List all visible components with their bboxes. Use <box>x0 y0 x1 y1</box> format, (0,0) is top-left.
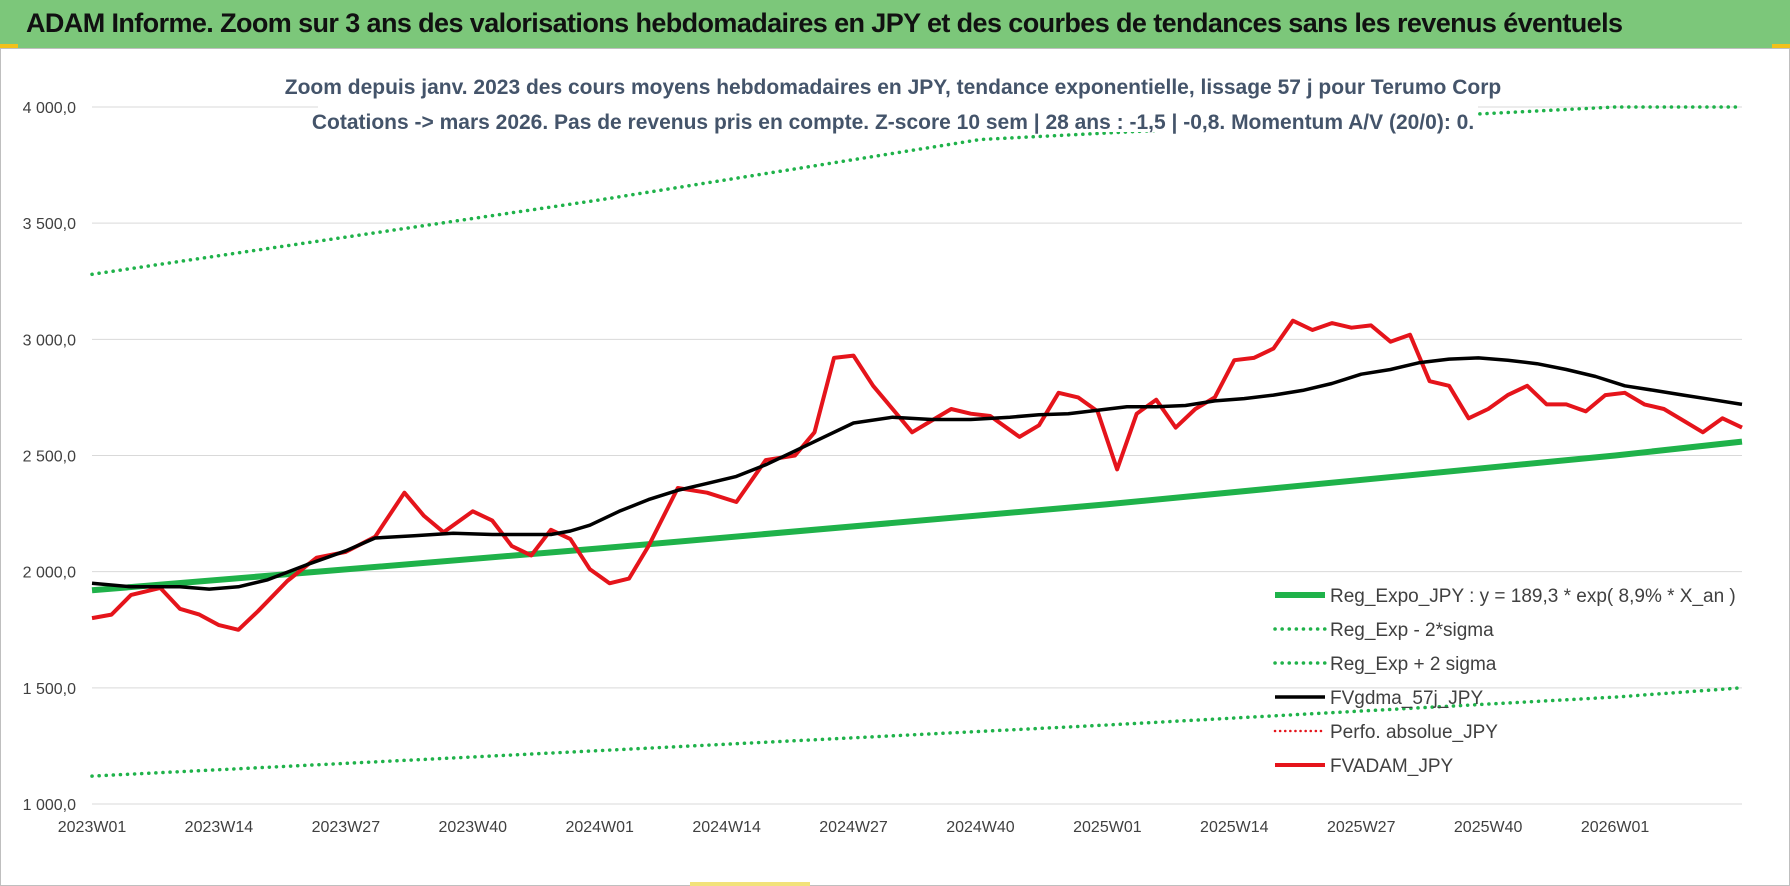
legend: Reg_Expo_JPY : y = 189,3 * exp( 8,9% * X… <box>1273 586 1736 777</box>
x-tick-label: 2026W01 <box>1581 819 1650 836</box>
y-tick-label: 1 500,0 <box>23 681 76 698</box>
series-dotted <box>90 105 1744 277</box>
report-title: ADAM Informe. Zoom sur 3 ans des valoris… <box>26 8 1623 38</box>
legend-label: FVADAM_JPY <box>1330 756 1454 777</box>
series-solid-thick <box>91 438 1743 594</box>
x-tick-label: 2025W27 <box>1327 819 1396 836</box>
y-tick-label: 1 000,0 <box>23 797 76 814</box>
header-accent-right <box>1772 44 1790 48</box>
series-solid-red <box>91 318 1743 632</box>
y-tick-label: 4 000,0 <box>23 100 76 117</box>
x-tick-label: 2025W14 <box>1200 819 1269 836</box>
x-tick-label: 2024W01 <box>565 819 634 836</box>
series-solid-black <box>91 356 1743 591</box>
report-header: ADAM Informe. Zoom sur 3 ans des valoris… <box>0 0 1790 49</box>
y-tick-label: 2 500,0 <box>23 449 76 466</box>
x-axis-ticks: 2023W01 2023W14 2023W27 2023W40 2024W01 2024W… <box>58 819 1650 836</box>
chart-title-line2: Cotations -> mars 2026. Pas de revenus p… <box>312 111 1474 134</box>
x-tick-label: 2023W27 <box>312 819 381 836</box>
chart-title-line1: Zoom depuis janv. 2023 des cours moyens … <box>285 76 1501 99</box>
legend-label: Reg_Exp - 2*sigma <box>1330 620 1494 641</box>
x-tick-label: 2023W14 <box>185 819 254 836</box>
y-axis-ticks: 1 000,0 1 500,0 2 000,0 2 500,0 3 000,0 3 500… <box>23 100 76 814</box>
header-accent-left <box>0 44 18 48</box>
x-tick-label: 2024W27 <box>819 819 888 836</box>
legend-label: Reg_Expo_JPY : y = 189,3 * exp( 8,9% * X… <box>1330 586 1736 607</box>
series-layer <box>90 105 1744 778</box>
subtitle-backdrop <box>318 70 1478 132</box>
series-dotted <box>90 686 1744 778</box>
x-tick-label: 2023W40 <box>439 819 508 836</box>
legend-label: Perfo. absolue_JPY <box>1330 722 1498 743</box>
legend-label: FVgdma_57j_JPY <box>1330 688 1483 709</box>
x-tick-label: 2025W40 <box>1454 819 1523 836</box>
x-tick-label: 2024W14 <box>692 819 761 836</box>
x-tick-label: 2023W01 <box>58 819 127 836</box>
legend-label: Reg_Exp + 2 sigma <box>1330 654 1497 675</box>
y-tick-label: 3 000,0 <box>23 332 76 349</box>
grid-lines <box>92 106 1742 805</box>
x-tick-label: 2024W40 <box>946 819 1015 836</box>
y-tick-label: 2 000,0 <box>23 565 76 582</box>
y-tick-label: 3 500,0 <box>23 216 76 233</box>
bottom-accent <box>690 882 810 886</box>
x-tick-label: 2025W01 <box>1073 819 1142 836</box>
